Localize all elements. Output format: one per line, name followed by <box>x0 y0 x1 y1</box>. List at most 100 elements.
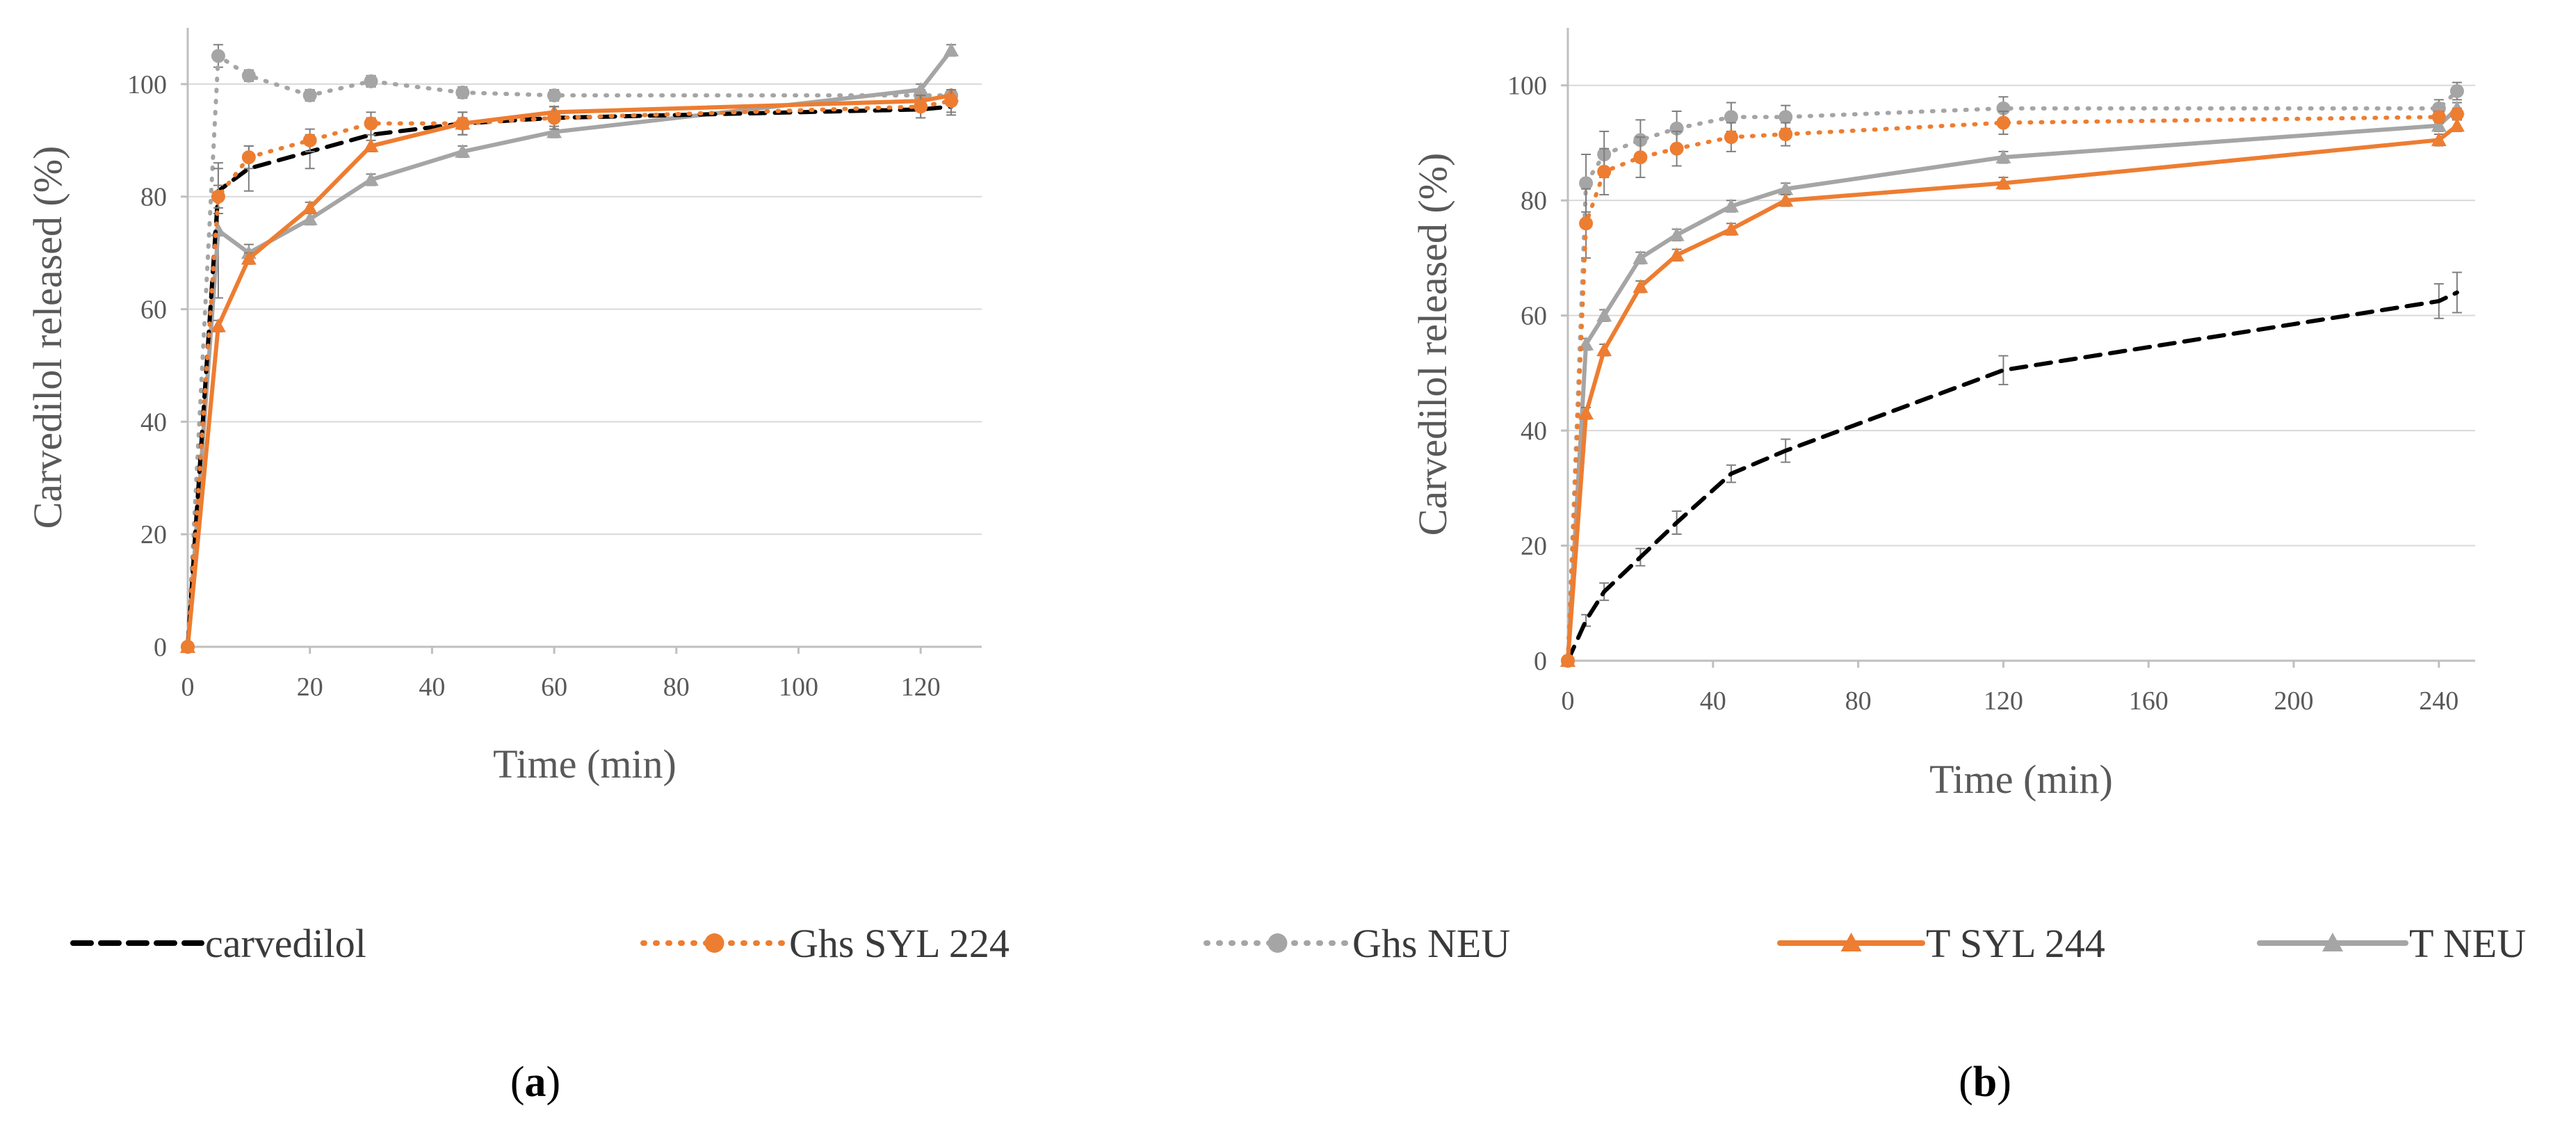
data-point <box>1723 221 1739 236</box>
x-tick-label: 0 <box>181 673 195 702</box>
data-point <box>210 318 226 332</box>
data-point <box>302 200 318 214</box>
data-point <box>241 150 256 165</box>
data-point <box>1669 227 1685 241</box>
data-point <box>241 68 256 83</box>
chart-panel-b: 0 20 40 60 80 100 0 40 80 120 160 200 240 Time (min) C… <box>1410 28 2475 802</box>
x-tick-label: 60 <box>541 673 567 702</box>
x-tick-label: 100 <box>779 673 818 702</box>
x-tick-label: 80 <box>663 673 690 702</box>
data-point <box>302 211 318 225</box>
data-point <box>364 74 378 88</box>
data-point <box>364 116 378 131</box>
data-point <box>1779 110 1793 124</box>
y-tick-label: 60 <box>140 296 167 325</box>
legend-marker <box>1840 933 1862 951</box>
data-point <box>547 111 562 125</box>
data-point <box>914 99 928 114</box>
x-tick-label: 120 <box>901 673 941 702</box>
series-line-ghs_syl <box>186 99 954 649</box>
data-point <box>1724 110 1738 124</box>
y-tick-label: 80 <box>140 183 167 212</box>
data-point <box>1633 250 1649 264</box>
data-point <box>1724 130 1738 145</box>
data-point <box>1597 164 1612 179</box>
y-tick-label: 20 <box>1521 532 1547 561</box>
x-tick-label: 20 <box>297 673 323 702</box>
y-tick-label: 0 <box>1534 647 1547 676</box>
legend-item-ghs_syl: Ghs SYL 224 <box>640 921 1010 966</box>
data-point <box>363 138 379 152</box>
data-point <box>455 116 470 131</box>
y-tick-label: 0 <box>154 633 167 662</box>
x-tick-label: 80 <box>1845 686 1872 716</box>
legend-item-t_syl: T SYL 244 <box>1777 921 2105 966</box>
series-line-carvedilol <box>186 104 954 649</box>
data-point <box>1561 654 1575 668</box>
data-point <box>2431 132 2447 147</box>
data-point <box>1633 279 1649 293</box>
data-point <box>181 640 195 654</box>
legend-item-carvedilol: carvedilol <box>70 921 366 966</box>
y-tick-label: 100 <box>127 70 167 99</box>
series-line-t_syl <box>186 93 954 649</box>
series-t_neu <box>180 42 959 653</box>
data-point <box>1579 216 1594 231</box>
x-tick-label: 200 <box>2274 686 2314 716</box>
data-point <box>1778 181 1794 195</box>
data-point <box>455 144 471 158</box>
data-point <box>1669 247 1685 262</box>
legend-marker <box>1267 933 1288 953</box>
data-point <box>2431 118 2447 132</box>
data-point <box>1995 150 2011 163</box>
x-tick-label: 120 <box>1984 686 2023 716</box>
y-axis-title: Carvedilol released (%) <box>25 146 70 529</box>
legend: carvedilol Ghs SYL 224 Ghs NEU T SYL 244 T N… <box>70 921 2526 966</box>
series-line-t_neu <box>1566 106 2459 663</box>
data-point <box>913 82 929 96</box>
y-axis-title: Carvedilol released (%) <box>1410 153 1455 536</box>
legend-item-t_neu: T NEU <box>2257 921 2526 966</box>
x-axis-title: Time (min) <box>1929 757 2113 802</box>
data-point <box>1578 405 1594 420</box>
series-ghs_neu <box>181 44 959 654</box>
legend-label: T NEU <box>2409 921 2526 966</box>
series-ghs_syl <box>181 89 959 654</box>
data-point <box>211 49 225 63</box>
legend-label: carvedilol <box>205 921 366 966</box>
legend-item-ghs_neu: Ghs NEU <box>1204 921 1510 966</box>
series-line-ghs_neu <box>1566 89 2459 663</box>
data-point <box>241 250 257 265</box>
y-tick-label: 60 <box>1521 302 1547 331</box>
data-point <box>1995 175 2011 190</box>
x-axis-title: Time (min) <box>493 741 677 787</box>
series-line-t_neu <box>186 48 954 649</box>
legend-label: T SYL 244 <box>1926 921 2105 966</box>
series-ghs_neu <box>1561 81 2464 668</box>
x-tick-label: 40 <box>1700 686 1726 716</box>
data-point <box>2431 110 2446 124</box>
data-point <box>546 124 562 138</box>
data-point <box>2449 84 2464 98</box>
x-tick-label: 240 <box>2419 686 2458 716</box>
data-point <box>1723 198 1739 213</box>
series-carvedilol <box>186 97 957 649</box>
data-point <box>1596 342 1612 357</box>
legend-marker <box>2322 933 2343 951</box>
legend-marker <box>704 933 724 953</box>
data-point <box>943 42 959 57</box>
series-carvedilol <box>1566 271 2462 663</box>
series-t_neu <box>1560 100 2465 667</box>
data-point <box>302 88 317 103</box>
data-point <box>547 88 562 103</box>
y-tick-label: 40 <box>1521 417 1547 446</box>
x-tick-label: 0 <box>1562 686 1575 716</box>
data-point <box>944 94 959 108</box>
panel-label-a: (a) <box>510 1059 560 1106</box>
data-point <box>1778 193 1794 207</box>
data-point <box>1996 115 2011 130</box>
series-line-carvedilol <box>1566 290 2459 663</box>
series-ghs_syl <box>1561 107 2464 668</box>
data-point <box>211 189 225 204</box>
